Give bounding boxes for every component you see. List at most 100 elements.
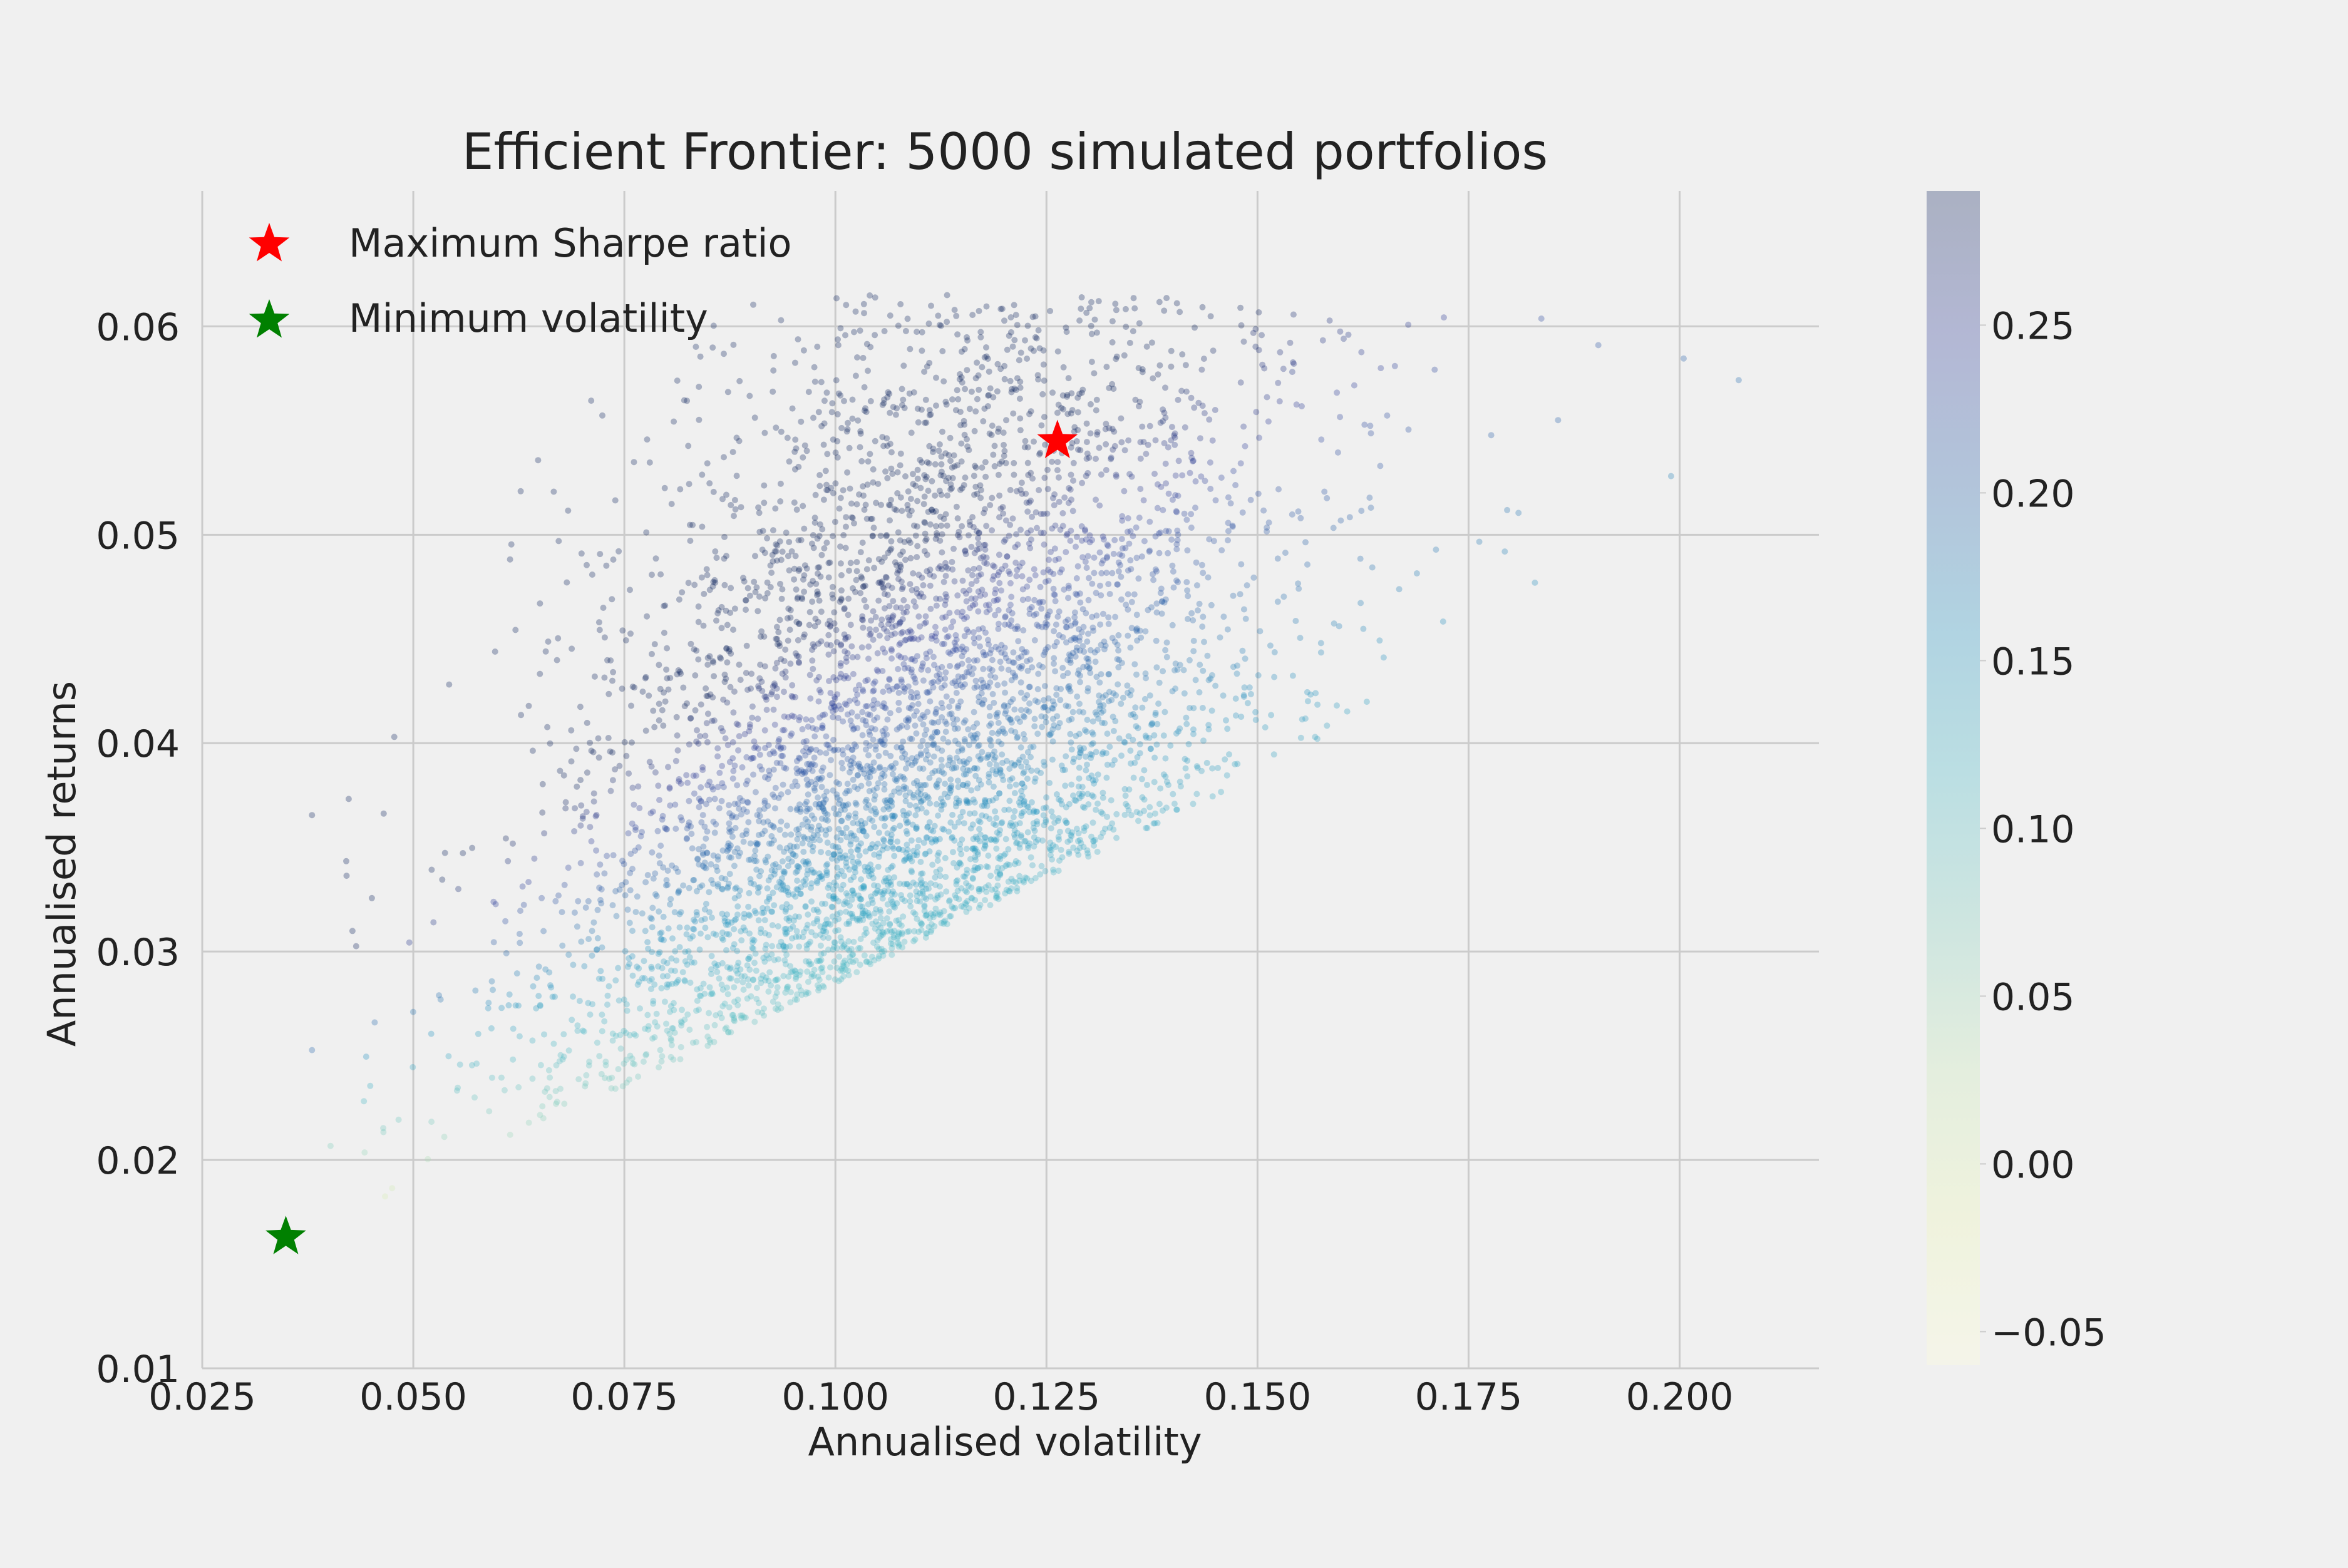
portfolio-point [1008,314,1014,320]
portfolio-point [910,570,916,576]
portfolio-point [994,597,1000,603]
portfolio-point [706,889,712,895]
portfolio-point [530,747,536,754]
portfolio-point [972,799,978,806]
portfolio-point [972,428,978,434]
portfolio-point [879,891,885,898]
portfolio-point [932,729,938,735]
portfolio-point [369,895,375,901]
portfolio-point [856,491,862,498]
portfolio-point [991,784,997,790]
portfolio-point [984,755,990,761]
portfolio-point [681,977,687,983]
portfolio-point [920,766,927,772]
portfolio-point [1148,604,1155,610]
portfolio-point [668,968,674,974]
portfolio-point [928,303,934,309]
portfolio-point [738,677,744,683]
portfolio-point [585,898,592,904]
portfolio-point [652,870,658,876]
portfolio-point [389,1185,395,1191]
portfolio-point [1031,723,1038,729]
portfolio-point [1146,548,1153,554]
portfolio-point [693,707,699,714]
portfolio-point [899,508,905,514]
portfolio-point [945,829,952,835]
portfolio-point [661,958,667,965]
portfolio-point [823,750,829,756]
portfolio-point [922,732,928,738]
portfolio-point [853,958,859,964]
portfolio-point [1177,662,1183,668]
portfolio-point [895,322,902,329]
portfolio-point [1186,741,1192,747]
portfolio-point [876,854,882,860]
portfolio-point [935,565,942,571]
portfolio-point [896,707,902,713]
portfolio-point [981,510,987,516]
portfolio-point [734,948,740,954]
portfolio-point [469,845,475,851]
portfolio-point [1156,362,1163,369]
portfolio-point [861,301,867,307]
portfolio-point [1318,436,1324,443]
portfolio-point [1168,364,1174,370]
portfolio-point [862,384,868,391]
portfolio-point [864,566,870,572]
portfolio-point [881,625,887,632]
portfolio-point [872,806,878,812]
portfolio-point [1204,653,1210,659]
portfolio-point [538,895,545,901]
portfolio-point [1183,721,1190,727]
portfolio-point [952,905,958,911]
portfolio-point [949,710,955,717]
portfolio-point [1001,442,1007,448]
portfolio-point [1277,349,1283,356]
portfolio-point [672,826,679,832]
portfolio-point [1041,530,1047,536]
portfolio-point [657,936,664,942]
portfolio-point [671,419,677,425]
portfolio-point [1125,633,1131,639]
portfolio-point [785,638,791,644]
portfolio-point [1260,508,1267,514]
portfolio-point [1035,671,1041,677]
portfolio-point [615,965,621,971]
portfolio-point [967,767,973,774]
portfolio-point [1094,429,1101,435]
portfolio-point [895,700,902,706]
portfolio-point [808,746,815,752]
portfolio-point [1160,507,1166,513]
portfolio-point [544,1085,550,1092]
portfolio-point [929,862,935,868]
portfolio-point [900,739,906,745]
portfolio-point [616,763,622,769]
portfolio-point [1096,679,1103,685]
portfolio-point [1244,582,1250,588]
portfolio-point [960,809,966,815]
portfolio-point [824,451,830,457]
portfolio-point [736,733,743,739]
portfolio-point [752,848,758,854]
portfolio-point [930,679,937,685]
portfolio-point [1042,442,1048,448]
portfolio-point [716,805,723,811]
portfolio-point [1141,808,1147,814]
portfolio-point [1074,438,1080,444]
portfolio-point [847,486,853,492]
portfolio-point [1144,782,1150,788]
portfolio-point [858,783,864,789]
portfolio-point [1190,648,1197,654]
portfolio-point [1002,376,1008,382]
portfolio-point [782,832,788,838]
portfolio-point [680,685,686,691]
portfolio-point [1060,523,1066,529]
portfolio-point [974,578,980,584]
portfolio-point [1063,549,1069,555]
portfolio-point [757,662,763,668]
portfolio-point [858,896,864,903]
portfolio-point [746,728,752,734]
portfolio-point [728,920,734,926]
portfolio-point [919,329,925,336]
portfolio-point [811,973,817,979]
